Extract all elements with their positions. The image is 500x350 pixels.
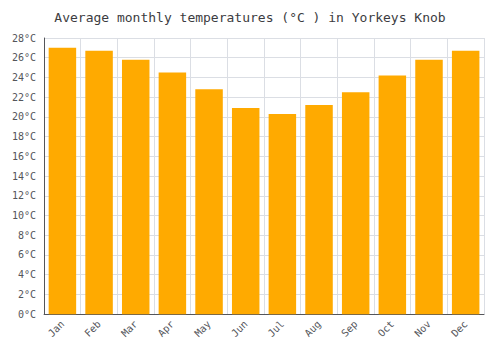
svg-text:Aug: Aug <box>302 318 323 339</box>
svg-text:Nov: Nov <box>412 318 433 339</box>
svg-text:20°C: 20°C <box>12 111 36 122</box>
svg-text:14°C: 14°C <box>12 171 36 182</box>
svg-text:26°C: 26°C <box>12 52 36 63</box>
svg-text:Oct: Oct <box>376 318 397 339</box>
svg-text:Mar: Mar <box>119 318 140 339</box>
svg-text:Sep: Sep <box>339 318 360 339</box>
svg-text:8°C: 8°C <box>18 230 36 241</box>
svg-text:24°C: 24°C <box>12 72 36 83</box>
svg-text:Dec: Dec <box>449 318 470 339</box>
svg-text:28°C: 28°C <box>12 33 36 44</box>
svg-text:Apr: Apr <box>156 318 177 339</box>
svg-text:Jul: Jul <box>266 318 287 339</box>
svg-text:6°C: 6°C <box>18 249 36 260</box>
svg-text:Feb: Feb <box>82 318 103 339</box>
svg-text:Jan: Jan <box>46 318 67 339</box>
svg-text:4°C: 4°C <box>18 269 36 280</box>
svg-text:Jun: Jun <box>229 318 250 339</box>
svg-text:Average monthly temperatures (: Average monthly temperatures (°C ) in Yo… <box>54 10 446 25</box>
svg-text:0°C: 0°C <box>18 309 36 320</box>
svg-text:12°C: 12°C <box>12 190 36 201</box>
svg-text:22°C: 22°C <box>12 92 36 103</box>
svg-text:May: May <box>192 318 213 339</box>
svg-text:18°C: 18°C <box>12 131 36 142</box>
svg-text:10°C: 10°C <box>12 210 36 221</box>
svg-text:16°C: 16°C <box>12 151 36 162</box>
svg-text:2°C: 2°C <box>18 289 36 300</box>
